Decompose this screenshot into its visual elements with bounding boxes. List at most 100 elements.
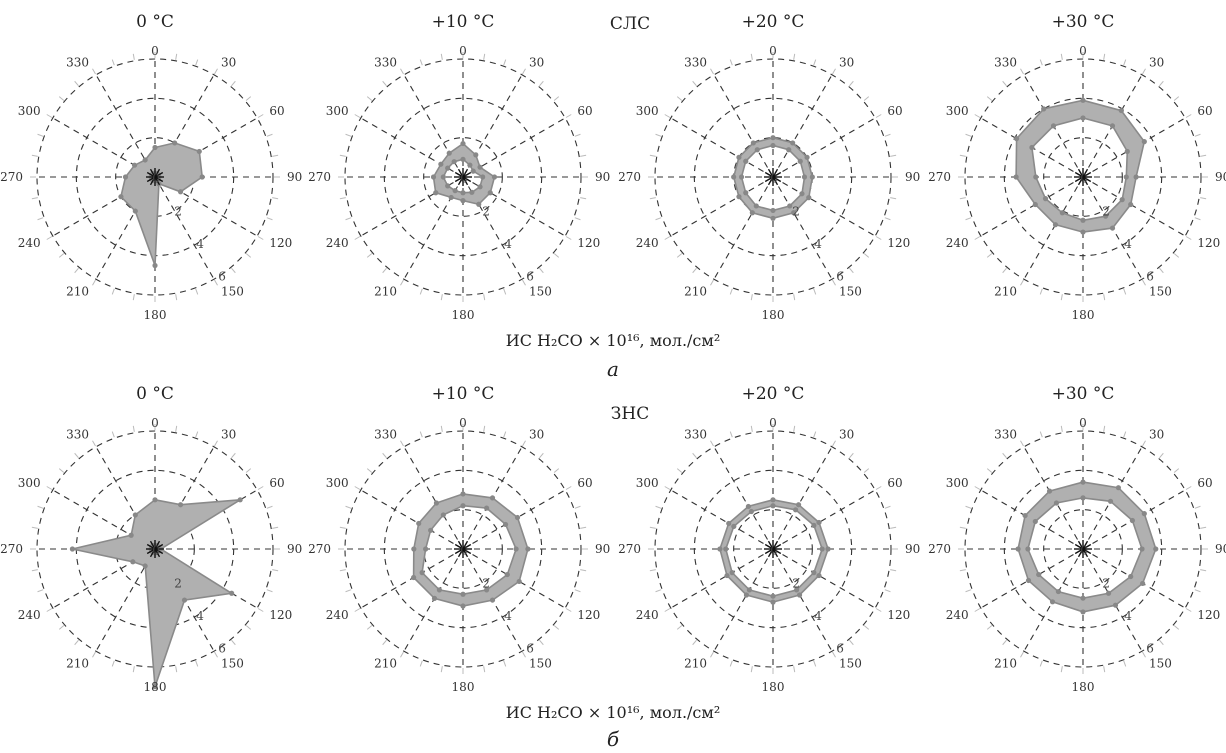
minor-tick <box>692 267 697 274</box>
minor-tick <box>1039 431 1043 438</box>
angle-tick-label: 240 <box>946 608 969 622</box>
angle-tick-label: 300 <box>18 476 41 490</box>
minor-tick <box>692 639 697 646</box>
data-point <box>745 503 752 510</box>
minor-tick <box>366 96 373 101</box>
angle-tick-label: 0 <box>769 44 777 58</box>
minor-tick <box>46 114 53 118</box>
center-mark <box>1077 548 1084 558</box>
center-mark <box>1082 548 1092 555</box>
minor-tick <box>539 267 544 274</box>
grid-circle <box>36 430 274 668</box>
center-mark <box>146 171 156 178</box>
minor-tick <box>266 133 273 137</box>
center-mark <box>462 548 472 555</box>
angle-tick-label: 60 <box>887 104 902 118</box>
data-point <box>825 546 831 552</box>
angle-tick-label: 270 <box>308 170 331 184</box>
angle-tick-label: 240 <box>18 236 41 250</box>
minor-tick <box>1002 267 1007 274</box>
minor-tick <box>750 666 753 673</box>
minor-tick <box>31 197 38 200</box>
minor-tick <box>849 452 854 459</box>
minor-tick <box>710 651 714 658</box>
minor-tick <box>676 96 683 101</box>
minor-tick <box>655 217 662 221</box>
center-mark <box>1077 540 1084 550</box>
center-mark <box>1074 543 1084 550</box>
angle-tick-label: 30 <box>839 56 854 70</box>
minor-tick <box>986 625 993 630</box>
angle-tick-label: 60 <box>269 476 284 490</box>
minor-tick <box>710 279 714 286</box>
data-point <box>470 168 476 174</box>
spoke-line <box>462 74 523 178</box>
spoke-line <box>462 176 523 280</box>
data-point <box>724 572 730 579</box>
angle-tick-label: 60 <box>269 104 284 118</box>
minor-tick <box>729 59 733 66</box>
spoke-line <box>772 74 833 178</box>
minor-tick <box>965 217 972 221</box>
minor-tick <box>849 267 854 274</box>
data-point <box>809 174 815 180</box>
minor-tick <box>74 639 79 646</box>
data-point <box>460 140 466 147</box>
data-point <box>729 570 735 576</box>
center-mark <box>1082 540 1089 550</box>
angle-tick-label: 120 <box>577 236 600 250</box>
spoke-line <box>403 74 464 178</box>
minor-tick <box>553 625 560 630</box>
angle-tick-label: 330 <box>374 428 397 442</box>
data-point <box>445 183 451 189</box>
angle-tick-label: 330 <box>66 56 89 70</box>
minor-tick <box>1200 197 1207 200</box>
data-point <box>1041 106 1047 112</box>
minor-tick <box>366 625 373 630</box>
center-mark <box>1082 176 1089 186</box>
center-mark <box>772 171 782 178</box>
data-point <box>152 684 158 690</box>
radial-tick-label: 0 <box>1080 172 1088 186</box>
minor-tick <box>1123 59 1127 66</box>
data-point <box>770 503 776 509</box>
data-point <box>177 502 184 508</box>
data-point <box>1141 510 1147 517</box>
panel-letter-b: б <box>607 727 620 751</box>
center-mark <box>462 168 469 178</box>
data-point <box>130 559 136 565</box>
minor-tick <box>959 569 966 572</box>
angle-tick-label: 270 <box>618 542 641 556</box>
angle-tick-label: 120 <box>577 608 600 622</box>
angle-tick-label: 240 <box>18 608 41 622</box>
data-point <box>819 546 825 552</box>
spoke-line <box>772 489 876 550</box>
angle-tick-label: 0 <box>459 44 467 58</box>
minor-tick <box>92 68 96 75</box>
angle-tick-label: 90 <box>287 542 302 556</box>
minor-tick <box>245 625 252 630</box>
minor-tick <box>231 452 236 459</box>
center-mark <box>462 176 469 186</box>
center-mark <box>154 540 161 550</box>
minor-tick <box>1123 660 1127 667</box>
angle-tick-label: 90 <box>595 542 610 556</box>
center-mark <box>764 176 774 183</box>
minor-tick <box>974 608 981 612</box>
minor-tick <box>231 267 236 274</box>
radar-chart-1: 0 30 60 90 120 150 180 210 240 270 300 330 0 2 4 6 +10 °… <box>308 12 610 322</box>
minor-tick <box>483 294 486 301</box>
minor-tick <box>440 53 443 60</box>
angle-tick-label: 150 <box>529 284 552 298</box>
data-point <box>1080 495 1086 501</box>
data-point <box>1080 479 1086 485</box>
minor-tick <box>863 96 870 101</box>
minor-tick <box>366 468 373 473</box>
panel-letter-a: а <box>607 357 619 381</box>
data-point <box>1080 229 1086 235</box>
center-mark <box>454 548 464 555</box>
data-point <box>746 587 753 593</box>
data-point <box>433 500 440 506</box>
spoke-line <box>154 176 215 280</box>
data-point <box>142 157 148 163</box>
